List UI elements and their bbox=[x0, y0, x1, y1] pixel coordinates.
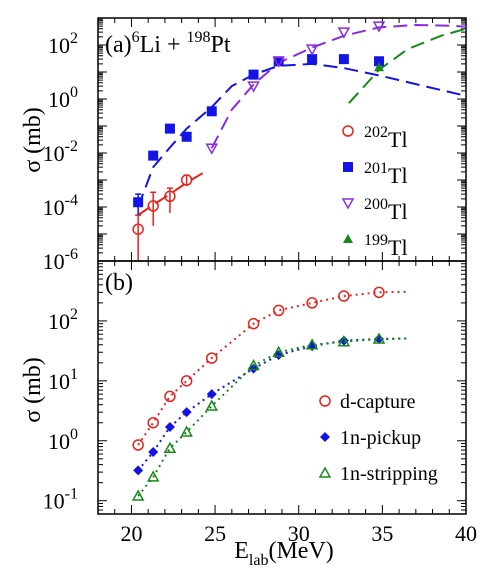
data-point bbox=[132, 439, 144, 451]
legend-label-d-capture: d-capture bbox=[340, 391, 416, 413]
data-point bbox=[205, 143, 219, 155]
data-point bbox=[272, 304, 285, 317]
data-point bbox=[133, 197, 144, 208]
axis-titles: σ (mb) σ (mb) Elab(MeV) bbox=[20, 107, 334, 569]
data-point bbox=[338, 335, 349, 346]
series-200Tl bbox=[205, 21, 386, 155]
legend-label-201Tl: 201Tl bbox=[364, 160, 408, 188]
data-point bbox=[163, 441, 177, 454]
data-point bbox=[164, 421, 175, 432]
panel-b: 20 25 30 35 40 10-1 100 101 102 10-6 (b) d-capture 1… bbox=[43, 246, 477, 546]
b-y-tick-label: 10-1 bbox=[43, 486, 78, 514]
data-point bbox=[372, 21, 386, 33]
b-y-tick-label: 101 bbox=[48, 366, 78, 394]
a-y-tick-label: 100 bbox=[48, 84, 78, 112]
data-point bbox=[273, 56, 284, 67]
data-point bbox=[205, 399, 219, 411]
panel-a-title: (a)6Li + 198Pt bbox=[105, 29, 231, 58]
legend-b: d-capture 1n-pickup 1n-stripping bbox=[318, 391, 438, 485]
fit-1n-stripping bbox=[137, 337, 408, 497]
b-top-tick-label: 10-6 bbox=[43, 246, 78, 274]
data-point bbox=[272, 345, 285, 358]
legend-a: 202Tl 201Tl 200Tl 199Tl bbox=[341, 124, 408, 260]
curve-199Tl bbox=[348, 27, 466, 104]
legend-marker-200Tl bbox=[341, 198, 355, 210]
a-y-tick-label: 10-4 bbox=[43, 192, 78, 220]
data-point bbox=[247, 359, 260, 371]
data-point bbox=[374, 333, 385, 344]
data-point bbox=[337, 335, 351, 347]
data-point bbox=[164, 390, 176, 403]
data-point bbox=[338, 290, 350, 302]
series-d-capture bbox=[132, 286, 385, 451]
data-point bbox=[146, 470, 160, 482]
data-point bbox=[180, 174, 193, 186]
data-point bbox=[133, 465, 144, 476]
data-point bbox=[272, 56, 285, 68]
data-point bbox=[307, 54, 318, 65]
legend-label-1n-stripping: 1n-stripping bbox=[340, 463, 438, 485]
legend-label-202Tl: 202Tl bbox=[364, 124, 408, 152]
data-point bbox=[247, 317, 260, 330]
data-point bbox=[180, 375, 193, 387]
series-201Tl bbox=[133, 54, 385, 216]
legend-marker-1n-stripping bbox=[318, 466, 332, 478]
panel-b-title: (b) bbox=[105, 270, 133, 296]
a-y-axis-title: σ (mb) bbox=[20, 107, 46, 173]
b-x-tick-label: 30 bbox=[288, 521, 310, 546]
a-y-tick-label: 102 bbox=[48, 30, 78, 58]
b-y-tick-label: 100 bbox=[48, 426, 78, 454]
data-point bbox=[374, 56, 385, 67]
a-curves bbox=[137, 23, 466, 216]
b-x-tick-label: 25 bbox=[204, 521, 226, 546]
b-x-tick-label: 20 bbox=[120, 521, 142, 546]
data-point bbox=[164, 123, 175, 134]
x-axis-title: Elab(MeV) bbox=[234, 538, 334, 569]
data-point bbox=[131, 489, 145, 501]
legend-marker-201Tl bbox=[343, 162, 353, 172]
data-point bbox=[374, 62, 385, 72]
data-point bbox=[147, 200, 159, 212]
data-point bbox=[247, 81, 260, 93]
data-point bbox=[180, 425, 193, 437]
data-point bbox=[206, 106, 217, 117]
b-y-axis-title: σ (mb) bbox=[20, 357, 46, 423]
b-x-tick-label: 35 bbox=[371, 521, 393, 546]
a-y-tick-label: 10-2 bbox=[43, 138, 78, 166]
data-point bbox=[147, 416, 159, 429]
data-point bbox=[148, 446, 159, 457]
data-point bbox=[373, 286, 385, 299]
data-point bbox=[164, 190, 176, 203]
data-point bbox=[305, 44, 319, 56]
data-point bbox=[148, 150, 159, 161]
data-point bbox=[181, 407, 192, 418]
legend-marker-1n-pickup bbox=[320, 432, 330, 442]
data-point bbox=[337, 27, 351, 39]
series-199Tl bbox=[374, 62, 385, 72]
data-point bbox=[372, 332, 386, 344]
legend-marker-202Tl bbox=[342, 125, 354, 137]
series-202Tl bbox=[132, 174, 193, 261]
legend-label-200Tl: 200Tl bbox=[364, 196, 408, 224]
legend-marker-199Tl bbox=[343, 234, 353, 243]
data-point bbox=[132, 223, 144, 235]
data-point bbox=[181, 131, 192, 142]
legend-label-199Tl: 199Tl bbox=[364, 232, 408, 260]
data-point bbox=[305, 338, 319, 350]
legend-label-1n-pickup: 1n-pickup bbox=[340, 427, 421, 449]
data-point bbox=[248, 69, 259, 80]
b-y-tick-label: 102 bbox=[48, 306, 78, 334]
b-x-tick-label: 40 bbox=[455, 521, 477, 546]
fit-d-capture bbox=[137, 290, 408, 446]
legend-marker-d-capture bbox=[319, 395, 331, 407]
data-point bbox=[306, 297, 318, 309]
data-point bbox=[338, 54, 349, 65]
data-point bbox=[206, 389, 217, 400]
data-point bbox=[205, 352, 218, 364]
series-1n-stripping bbox=[131, 332, 386, 501]
